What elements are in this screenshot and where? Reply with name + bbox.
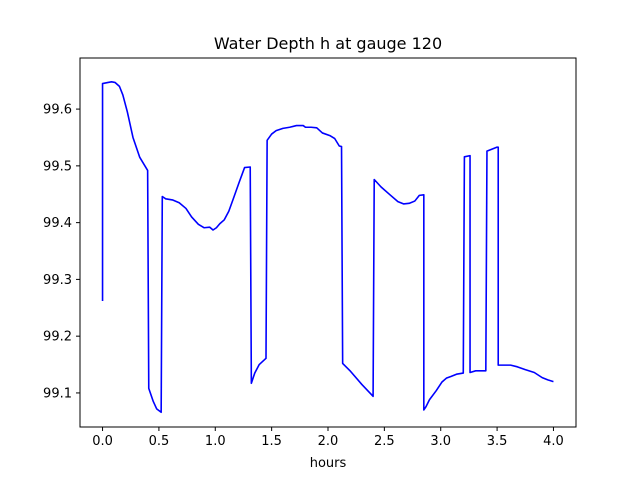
axes-frame xyxy=(79,57,577,428)
series-line-0 xyxy=(101,81,554,414)
plot-area xyxy=(101,81,554,414)
y-tick-label: 99.6 xyxy=(43,103,72,118)
x-tick-label: 0.0 xyxy=(92,434,113,449)
x-tick-label: 3.0 xyxy=(430,434,451,449)
y-tick-label: 99.2 xyxy=(43,330,72,345)
x-tick-label: 2.0 xyxy=(318,434,339,449)
x-axis-ticks: 0.0 0.5 1.0 1.5 2.0 2.5 3.0 3.5 4.0 xyxy=(92,427,564,449)
x-tick-label: 1.5 xyxy=(261,434,282,449)
chart-title: Water Depth h at gauge 120 xyxy=(214,34,442,53)
y-tick-label: 99.5 xyxy=(43,159,72,174)
x-tick-label: 1.0 xyxy=(205,434,226,449)
y-tick-label: 99.3 xyxy=(43,273,72,288)
x-tick-label: 4.0 xyxy=(543,434,564,449)
x-tick-label: 2.5 xyxy=(374,434,395,449)
y-tick-label: 99.1 xyxy=(43,386,72,401)
x-tick-label: 0.5 xyxy=(149,434,170,449)
x-tick-label: 3.5 xyxy=(487,434,508,449)
x-axis-label: hours xyxy=(310,456,347,471)
y-axis-ticks: 99.1 99.2 99.3 99.4 99.5 99.6 xyxy=(43,103,80,401)
y-tick-label: 99.4 xyxy=(43,216,72,231)
